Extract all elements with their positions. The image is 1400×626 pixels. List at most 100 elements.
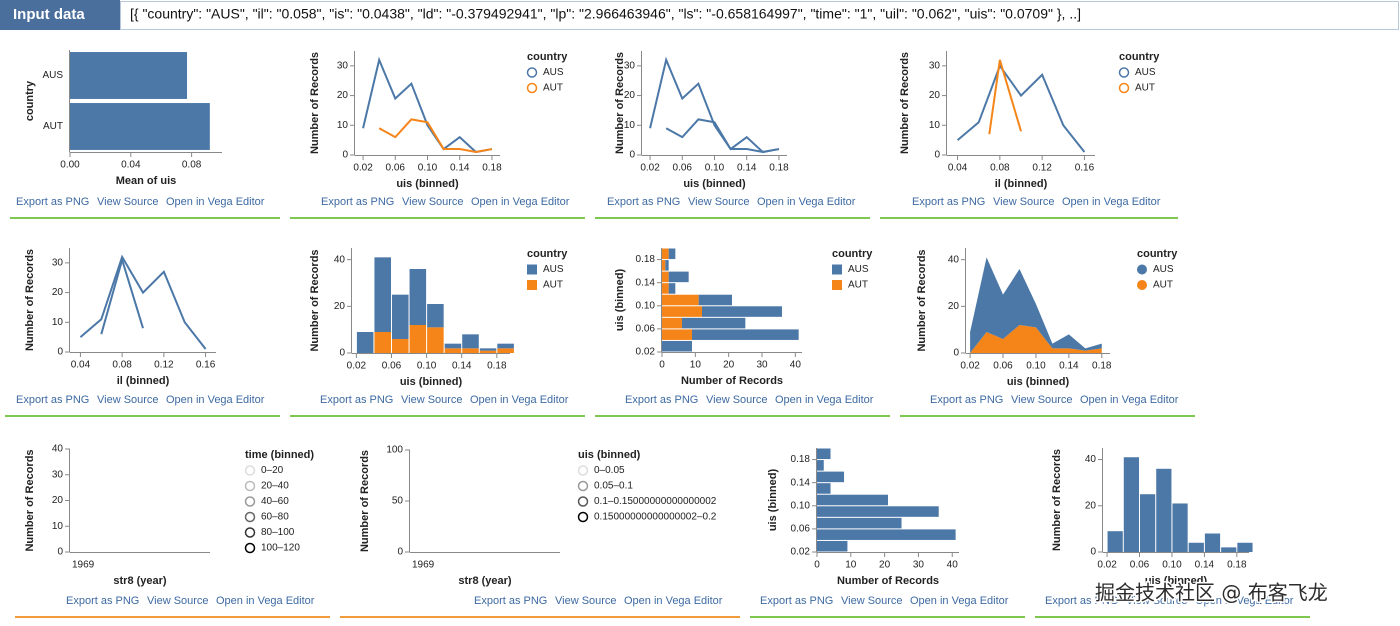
bar: [392, 294, 409, 339]
legend-label: 0–20: [261, 465, 284, 476]
action-link[interactable]: Export as PNG: [16, 394, 89, 406]
legend-label: AUT: [543, 83, 563, 94]
legend-title: country: [1119, 51, 1160, 63]
action-link[interactable]: Export as PNG: [607, 196, 680, 208]
y-tick-label: 100: [386, 445, 403, 456]
bar: [662, 283, 669, 294]
x-axis-title: uis (binned): [396, 178, 459, 190]
y-tick-label: 30: [624, 60, 636, 71]
action-link[interactable]: Export as PNG: [16, 196, 89, 208]
action-link[interactable]: View Source: [401, 394, 463, 406]
x-tick-label: 30: [913, 560, 925, 571]
x-axis-title: uis (binned): [683, 178, 746, 190]
y-tick-label: 20: [1085, 500, 1097, 511]
action-link[interactable]: Open in Vega Editor: [166, 394, 265, 406]
x-tick-label: 0.04: [71, 360, 91, 371]
action-link[interactable]: Export as PNG: [474, 595, 547, 607]
action-link[interactable]: Export as PNG: [912, 196, 985, 208]
action-link[interactable]: View Source: [1011, 394, 1073, 406]
x-tick-label: 1969: [72, 560, 95, 571]
action-link[interactable]: Open in Vega Editor: [166, 196, 265, 208]
bar: [662, 248, 669, 260]
action-link[interactable]: View Source: [1126, 595, 1188, 607]
bar: [692, 329, 799, 340]
action-link[interactable]: Open in Vega Editor: [624, 595, 723, 607]
bar: [817, 540, 848, 552]
y-tick-label: 0: [629, 150, 635, 161]
action-link[interactable]: View Source: [841, 595, 903, 607]
x-tick-label: 40: [947, 560, 959, 571]
legend-symbol: [526, 67, 538, 78]
action-link[interactable]: Open in Vega Editor: [775, 394, 874, 406]
action-link[interactable]: Export as PNG: [625, 394, 698, 406]
x-tick-label: 0.00: [60, 160, 80, 171]
x-tick-label: 0.02: [1097, 560, 1117, 571]
legend-label: 0.1–0.15000000000000002: [594, 496, 717, 507]
action-link[interactable]: View Source: [402, 196, 464, 208]
y-tick-label: 0: [397, 547, 403, 558]
bar: [479, 348, 497, 351]
bar: [817, 517, 902, 529]
legend-label: AUS: [848, 264, 869, 275]
x-tick-label: 0.14: [1059, 361, 1079, 372]
x-tick-label: 20: [879, 560, 891, 571]
bar: [1188, 542, 1204, 552]
action-link[interactable]: Export as PNG: [320, 394, 393, 406]
action-link[interactable]: Open in Vega Editor: [910, 595, 1009, 607]
bar: [444, 348, 462, 353]
action-link[interactable]: Open in Vega Editor: [1080, 394, 1179, 406]
legend-symbol: [244, 480, 256, 492]
action-link[interactable]: Open in Vega Editor: [1195, 595, 1294, 607]
y-tick-label: 0.06: [791, 524, 811, 535]
x-tick-label: 0.18: [1092, 361, 1112, 372]
bar: [817, 460, 824, 471]
x-tick-label: 0.14: [737, 163, 757, 174]
action-link[interactable]: Export as PNG: [321, 196, 394, 208]
input-text[interactable]: [{ "country": "AUS", "il": "0.058", "is"…: [130, 6, 1081, 22]
y-axis-title: Number of Records: [614, 52, 626, 154]
bar: [497, 343, 514, 349]
action-link[interactable]: Open in Vega Editor: [1062, 196, 1161, 208]
action-link[interactable]: View Source: [555, 595, 617, 607]
action-link[interactable]: View Source: [97, 196, 159, 208]
y-tick-label: 0: [953, 348, 959, 359]
action-link[interactable]: Open in Vega Editor: [216, 595, 315, 607]
action-link[interactable]: View Source: [706, 394, 768, 406]
action-link[interactable]: Export as PNG: [760, 595, 833, 607]
line: [665, 118, 780, 154]
action-link[interactable]: Open in Vega Editor: [471, 196, 570, 208]
action-link[interactable]: Open in Vega Editor: [470, 394, 569, 406]
x-tick-label: 0.10: [417, 361, 437, 372]
action-link[interactable]: View Source: [688, 196, 750, 208]
action-link[interactable]: View Source: [993, 196, 1055, 208]
x-tick-label: 0: [659, 360, 665, 371]
legend-label: AUT: [1135, 83, 1155, 94]
x-axis-title: uis (binned): [1145, 575, 1208, 587]
action-link[interactable]: Open in Vega Editor: [757, 196, 856, 208]
y-tick-label: 0.02: [636, 347, 656, 358]
bar: [662, 271, 669, 283]
charts: 0.00 0.04 0.08 country Mean of uis AUS AUT Expo…: [5, 50, 1310, 618]
bar: [662, 294, 699, 306]
legend-symbol: [577, 511, 589, 523]
x-tick-label: 0.14: [452, 361, 472, 372]
y-tick-label: 30: [52, 469, 64, 480]
action-link[interactable]: View Source: [97, 394, 159, 406]
legend-label: AUS: [1135, 67, 1156, 78]
action-link[interactable]: Export as PNG: [66, 595, 139, 607]
x-tick-label: 0.10: [705, 163, 725, 174]
legend-label: 0.15000000000000002–0.2: [594, 512, 717, 523]
bar: [817, 471, 845, 483]
y-tick-label: 30: [52, 257, 64, 268]
action-link[interactable]: Export as PNG: [1045, 595, 1118, 607]
action-link[interactable]: Export as PNG: [930, 394, 1003, 406]
legend-label: 20–40: [261, 481, 289, 492]
bar: [702, 306, 782, 317]
legend-symbol: [244, 496, 256, 507]
y-tick-label: 40: [1085, 454, 1097, 465]
action-link[interactable]: View Source: [147, 595, 209, 607]
y-tick-label: 10: [52, 317, 64, 328]
y-axis-title: Number of Records: [359, 450, 371, 552]
x-tick-label: 40: [790, 360, 802, 371]
x-axis-title: str8 (year): [113, 575, 167, 587]
